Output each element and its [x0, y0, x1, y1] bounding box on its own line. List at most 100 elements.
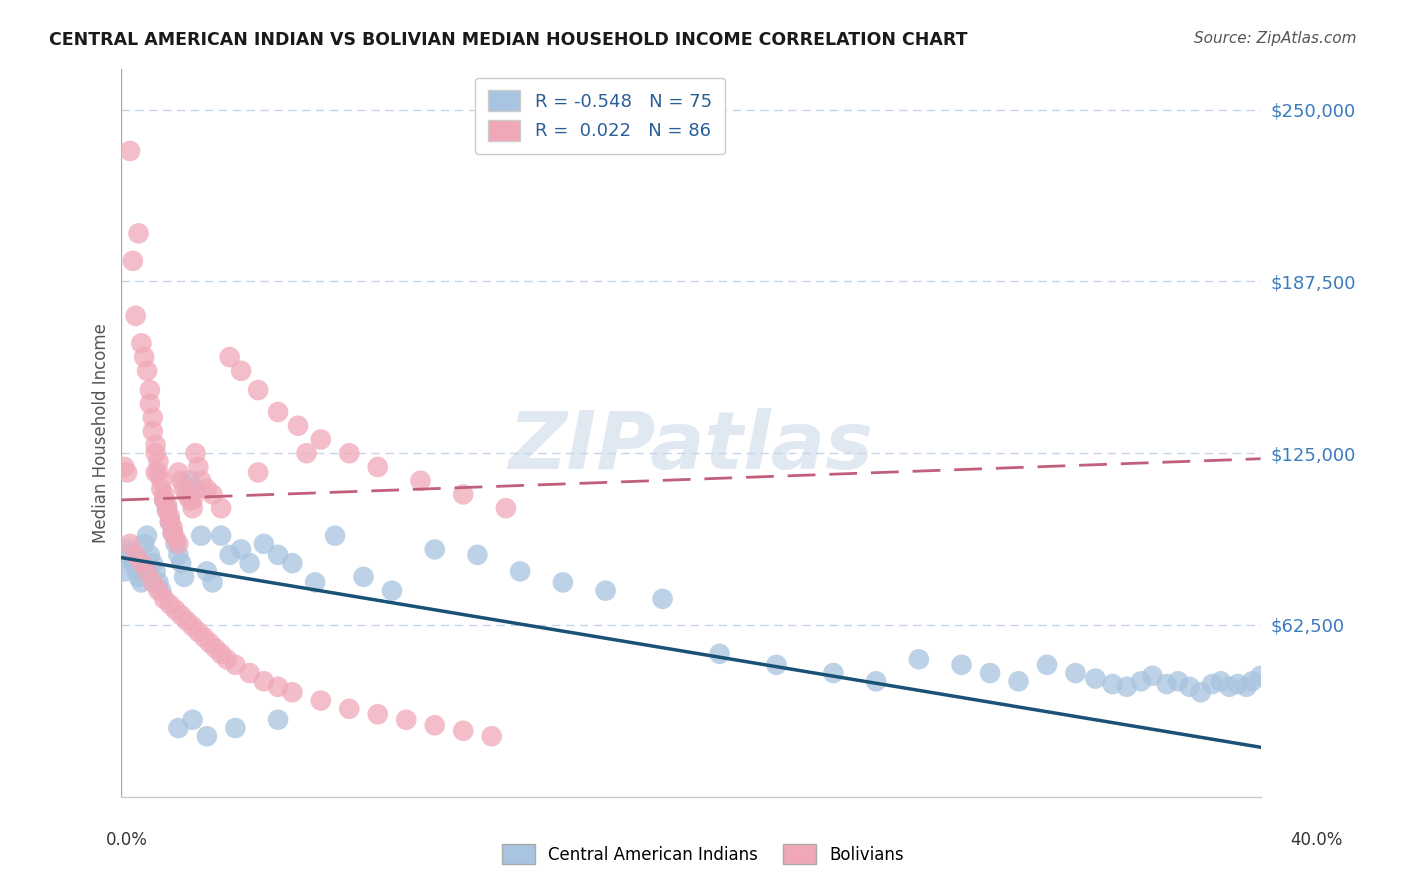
Point [134, 350, 156, 364]
Point [162, 525, 184, 540]
Text: CENTRAL AMERICAN INDIAN VS BOLIVIAN MEDIAN HOUSEHOLD INCOME CORRELATION CHART: CENTRAL AMERICAN INDIAN VS BOLIVIAN MEDI… [49, 31, 967, 49]
Point [136, 529, 159, 543]
Point [765, 657, 787, 672]
Point [950, 657, 973, 672]
Point [309, 433, 332, 447]
Point [1101, 677, 1123, 691]
Point [176, 614, 198, 628]
Text: 0.0%: 0.0% [105, 831, 148, 849]
Text: Source: ZipAtlas.com: Source: ZipAtlas.com [1194, 31, 1357, 46]
Point [1156, 677, 1178, 691]
Point [159, 515, 181, 529]
Point [1250, 669, 1272, 683]
Point [1115, 680, 1137, 694]
Point [190, 529, 212, 543]
Point [229, 364, 252, 378]
Point [121, 556, 143, 570]
Point [148, 575, 170, 590]
Point [139, 397, 162, 411]
Point [170, 474, 193, 488]
Point [267, 405, 290, 419]
Point [193, 631, 215, 645]
Point [159, 509, 181, 524]
Point [253, 674, 276, 689]
Point [1142, 669, 1164, 683]
Point [181, 501, 204, 516]
Point [1201, 677, 1223, 691]
Point [156, 504, 179, 518]
Point [179, 492, 201, 507]
Point [281, 685, 304, 699]
Point [337, 446, 360, 460]
Point [367, 460, 389, 475]
Point [131, 556, 153, 570]
Point [173, 482, 195, 496]
Point [170, 608, 193, 623]
Point [156, 499, 179, 513]
Point [131, 336, 153, 351]
Point [209, 529, 232, 543]
Point [1218, 680, 1240, 694]
Point [167, 548, 190, 562]
Point [125, 561, 148, 575]
Point [224, 657, 246, 672]
Point [481, 729, 503, 743]
Point [145, 446, 167, 460]
Point [173, 570, 195, 584]
Point [153, 591, 176, 606]
Point [423, 542, 446, 557]
Point [209, 647, 232, 661]
Point [162, 525, 184, 540]
Point [451, 487, 474, 501]
Point [125, 309, 148, 323]
Point [1007, 674, 1029, 689]
Point [187, 624, 209, 639]
Point [128, 227, 150, 241]
Text: 40.0%: 40.0% [1291, 831, 1343, 849]
Point [170, 556, 193, 570]
Point [181, 492, 204, 507]
Point [167, 537, 190, 551]
Point [134, 537, 156, 551]
Point [209, 501, 232, 516]
Point [179, 474, 201, 488]
Point [367, 707, 389, 722]
Point [309, 693, 332, 707]
Point [162, 520, 184, 534]
Point [239, 666, 262, 681]
Y-axis label: Median Household Income: Median Household Income [93, 323, 110, 542]
Point [865, 674, 887, 689]
Point [145, 466, 167, 480]
Point [145, 565, 167, 579]
Point [142, 575, 165, 590]
Point [287, 418, 309, 433]
Point [1226, 677, 1249, 691]
Point [128, 570, 150, 584]
Point [139, 383, 162, 397]
Point [1178, 680, 1201, 694]
Point [224, 721, 246, 735]
Point [1167, 674, 1189, 689]
Point [267, 680, 290, 694]
Point [218, 548, 240, 562]
Point [115, 542, 138, 557]
Point [267, 548, 290, 562]
Point [150, 482, 173, 496]
Point [142, 410, 165, 425]
Point [156, 501, 179, 516]
Point [823, 666, 845, 681]
Point [195, 482, 218, 496]
Point [150, 583, 173, 598]
Point [1064, 666, 1087, 681]
Point [1084, 672, 1107, 686]
Point [195, 565, 218, 579]
Point [184, 446, 207, 460]
Point [165, 537, 187, 551]
Point [118, 537, 141, 551]
Point [153, 492, 176, 507]
Point [247, 466, 270, 480]
Point [1241, 674, 1264, 689]
Point [184, 482, 207, 496]
Point [118, 144, 141, 158]
Point [204, 641, 226, 656]
